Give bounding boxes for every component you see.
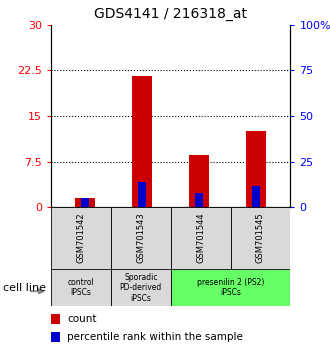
Bar [111, 269, 171, 306]
Text: GSM701544: GSM701544 [196, 213, 205, 263]
Text: control
IPSCs: control IPSCs [68, 278, 94, 297]
Bar [138, 182, 146, 207]
Text: GSM701543: GSM701543 [136, 213, 146, 263]
Text: percentile rank within the sample: percentile rank within the sample [67, 332, 243, 342]
Bar [75, 198, 95, 207]
Bar [51, 314, 60, 324]
Bar [132, 76, 152, 207]
Bar [111, 207, 171, 269]
Bar [231, 207, 290, 269]
Text: cell line: cell line [3, 282, 46, 293]
Title: GDS4141 / 216318_at: GDS4141 / 216318_at [94, 7, 247, 21]
Text: count: count [67, 314, 96, 324]
Bar [195, 193, 203, 207]
Text: GSM701542: GSM701542 [77, 213, 85, 263]
Bar [51, 332, 60, 342]
Text: presenilin 2 (PS2)
iPSCs: presenilin 2 (PS2) iPSCs [197, 278, 264, 297]
Bar [246, 131, 266, 207]
Bar [81, 198, 89, 207]
Bar [51, 269, 111, 306]
Text: Sporadic
PD-derived
iPSCs: Sporadic PD-derived iPSCs [120, 273, 162, 303]
Bar [189, 155, 209, 207]
Bar [171, 269, 290, 306]
Bar [252, 186, 260, 207]
Text: GSM701545: GSM701545 [256, 213, 265, 263]
Bar [51, 207, 111, 269]
Bar [171, 207, 231, 269]
